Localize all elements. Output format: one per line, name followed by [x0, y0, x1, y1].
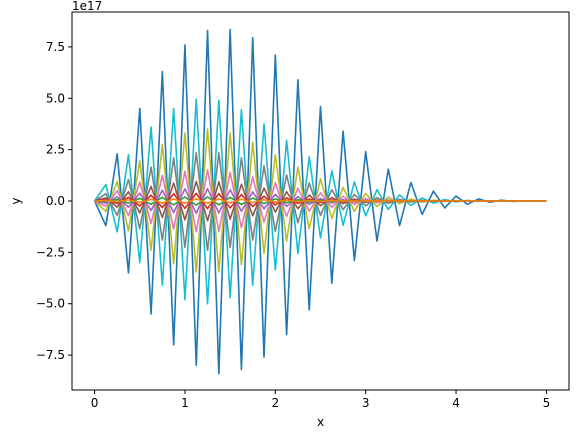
y-tick-label: 0.0 [46, 194, 65, 208]
x-tick-label: 4 [452, 396, 460, 410]
x-tick-label: 2 [271, 396, 279, 410]
x-tick-label: 1 [181, 396, 189, 410]
x-tick-label: 5 [543, 396, 551, 410]
y-tick-label: −5.0 [36, 297, 65, 311]
y-tick-label: 2.5 [46, 143, 65, 157]
y-axis: −7.5 −5.0 −2.5 0.0 2.5 5.0 7.5 [36, 40, 72, 362]
x-tick-label: 3 [362, 396, 370, 410]
y-tick-label: −2.5 [36, 245, 65, 259]
series-layer [93, 28, 547, 375]
x-axis: 0 1 2 3 4 5 [91, 390, 550, 410]
x-tick-label: 0 [91, 396, 99, 410]
x-axis-title: x [317, 415, 324, 429]
y-tick-label: 7.5 [46, 40, 65, 54]
series-line-10 [94, 198, 547, 204]
y-tick-label: 5.0 [46, 91, 65, 105]
y-axis-offset-label: 1e17 [72, 0, 102, 13]
series-line-1 [93, 28, 547, 375]
y-axis-title: y [9, 197, 23, 204]
y-tick-label: −7.5 [36, 348, 65, 362]
